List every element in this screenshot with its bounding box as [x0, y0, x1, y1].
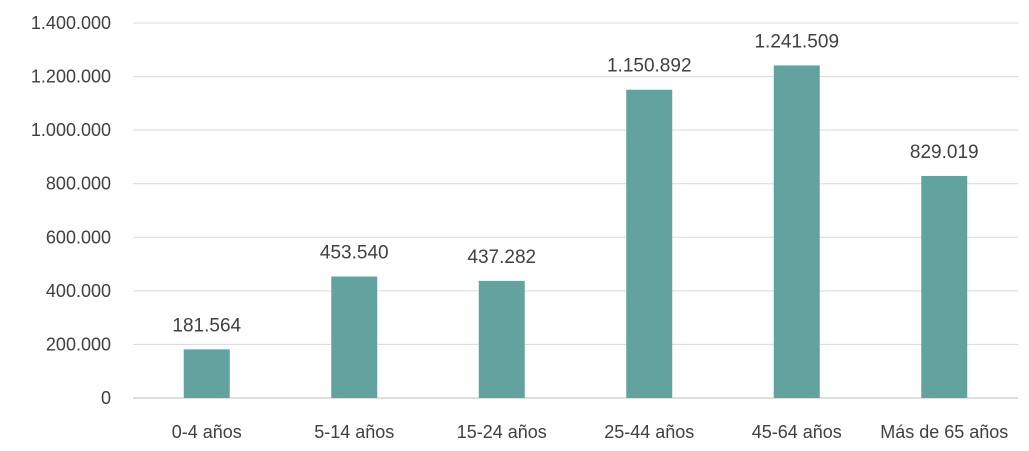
- data-label: 437.282: [467, 247, 536, 268]
- gridlines: [133, 22, 1018, 399]
- x-tick-label: 0-4 años: [172, 422, 242, 442]
- x-tick-label: 25-44 años: [604, 422, 694, 442]
- bar: [921, 175, 968, 398]
- bar: [183, 349, 230, 398]
- y-axis: 0 200.000 400.000 600.000 800.000 1.000.000 1.…: [31, 13, 111, 408]
- y-tick-label: 0: [101, 388, 111, 408]
- x-tick-label: 5-14 años: [314, 422, 394, 442]
- x-tick-label: 15-24 años: [457, 422, 547, 442]
- data-label: 453.540: [320, 243, 389, 264]
- bar: [773, 65, 820, 399]
- x-tick-label: 45-64 años: [752, 422, 842, 442]
- y-tick-label: 1.400.000: [31, 13, 111, 33]
- y-tick-label: 400.000: [46, 281, 111, 301]
- x-tick-label: Más de 65 años: [880, 422, 1008, 442]
- bars: [183, 65, 968, 399]
- data-labels: 181.564 453.540 437.282 1.150.892 1.241.509 8…: [172, 31, 978, 336]
- data-label: 829.019: [910, 142, 979, 163]
- bar: [626, 89, 673, 399]
- bar: [478, 280, 525, 398]
- data-label: 1.150.892: [607, 56, 692, 77]
- data-label: 181.564: [172, 315, 241, 336]
- y-tick-label: 1.200.000: [31, 67, 111, 87]
- y-tick-label: 600.000: [46, 227, 111, 247]
- bar: [331, 276, 378, 398]
- y-tick-label: 800.000: [46, 174, 111, 194]
- y-tick-label: 200.000: [46, 334, 111, 354]
- x-axis: 0-4 años 5-14 años 15-24 años 25-44 años 45-…: [172, 422, 1009, 442]
- data-label: 1.241.509: [754, 31, 839, 52]
- y-tick-label: 1.000.000: [31, 120, 111, 140]
